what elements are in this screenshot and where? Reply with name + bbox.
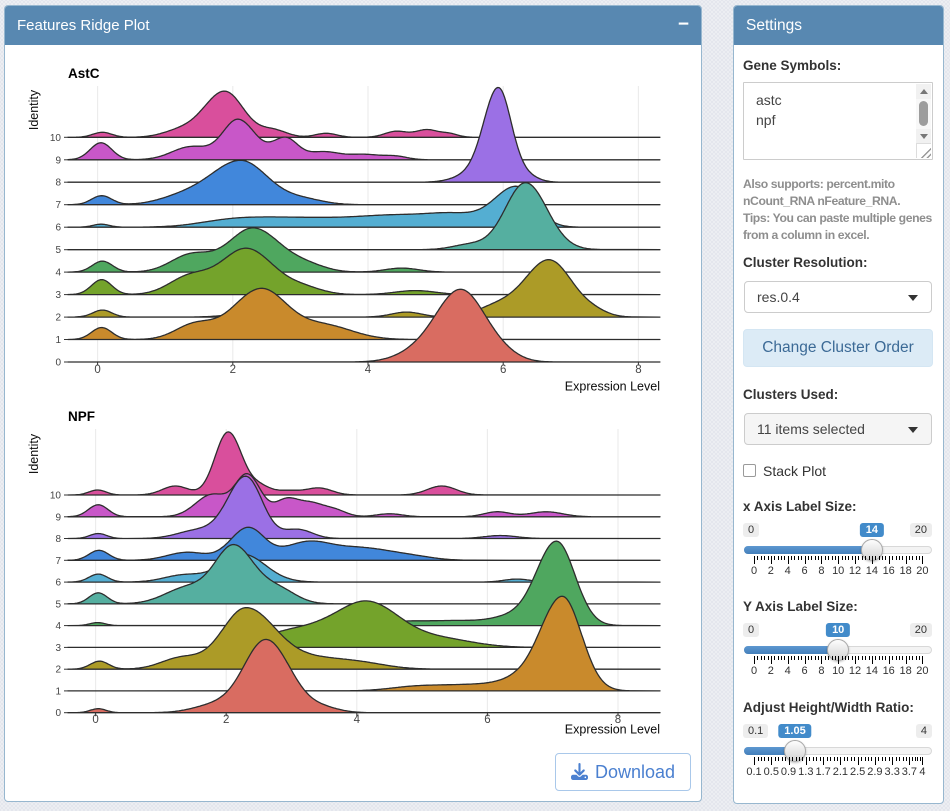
svg-text:2: 2 [230, 364, 236, 376]
svg-text:4: 4 [55, 621, 61, 632]
svg-text:10: 10 [50, 491, 62, 502]
svg-text:8: 8 [635, 364, 641, 376]
svg-text:0: 0 [92, 714, 98, 726]
svg-text:NPF: NPF [68, 409, 95, 424]
svg-text:7: 7 [55, 200, 61, 211]
svg-text:3: 3 [55, 643, 61, 654]
svg-text:8: 8 [55, 178, 61, 189]
svg-text:10: 10 [50, 133, 62, 144]
svg-text:Identity: Identity [27, 433, 41, 474]
svg-text:2: 2 [55, 665, 61, 676]
svg-text:4: 4 [365, 364, 372, 376]
svg-text:8: 8 [615, 714, 621, 726]
svg-text:2: 2 [55, 313, 61, 324]
svg-text:6: 6 [500, 364, 506, 376]
svg-text:Expression Level: Expression Level [565, 380, 660, 394]
svg-text:Identity: Identity [27, 89, 41, 130]
svg-text:1: 1 [55, 686, 61, 697]
svg-text:0: 0 [55, 708, 61, 719]
svg-text:0: 0 [94, 364, 100, 376]
svg-text:6: 6 [55, 223, 61, 234]
svg-text:9: 9 [55, 512, 61, 523]
svg-text:4: 4 [55, 268, 61, 279]
svg-text:3: 3 [55, 290, 61, 301]
svg-text:6: 6 [484, 714, 490, 726]
svg-text:0: 0 [55, 358, 61, 369]
svg-text:6: 6 [55, 578, 61, 589]
svg-text:Expression Level: Expression Level [565, 723, 660, 737]
svg-text:2: 2 [223, 714, 229, 726]
svg-text:5: 5 [55, 599, 61, 610]
svg-text:AstC: AstC [68, 66, 100, 81]
svg-text:8: 8 [55, 534, 61, 545]
svg-text:1: 1 [55, 335, 61, 346]
svg-text:4: 4 [354, 714, 361, 726]
svg-text:9: 9 [55, 155, 61, 166]
svg-text:5: 5 [55, 245, 61, 256]
svg-text:7: 7 [55, 556, 61, 567]
